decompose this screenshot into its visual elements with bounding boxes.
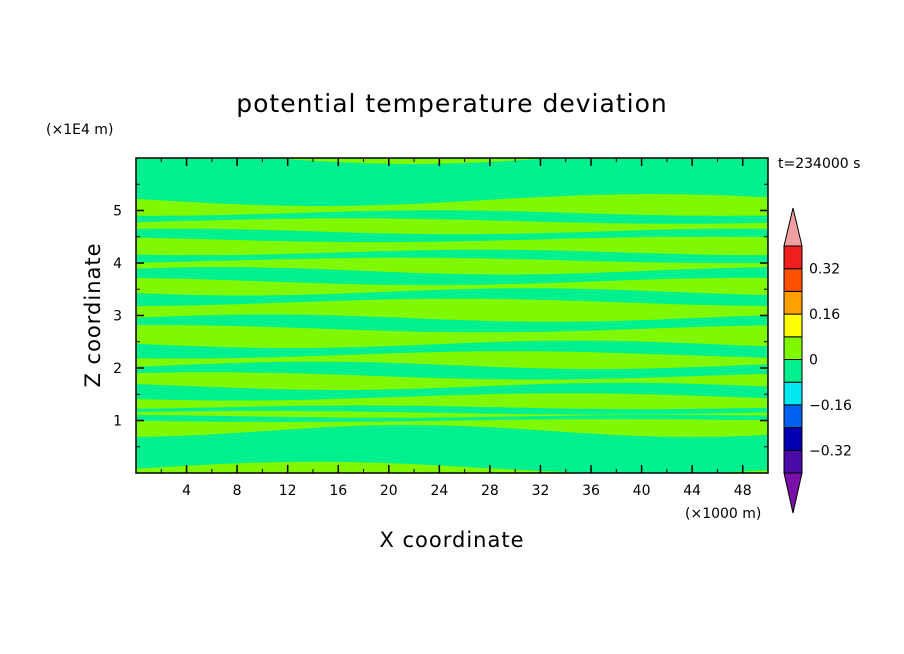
x-tick-label: 4 (182, 483, 191, 499)
field-band (136, 414, 768, 422)
x-tick-label: 12 (279, 483, 297, 499)
colorbar-segment (783, 336, 803, 360)
colorbar: 0.32 0.16 0 −0.16 −0.32 (783, 207, 852, 514)
x-unit-label: (×1000 m) (685, 506, 761, 522)
x-axis: 4 8 12 16 20 24 28 32 36 40 44 48 (160, 158, 752, 499)
colorbar-segment (783, 427, 803, 451)
time-label: t=234000 s (778, 156, 860, 172)
x-tick-label: 16 (329, 483, 347, 499)
colorbar-over-arrow (783, 207, 803, 247)
colorbar-segment (783, 404, 803, 429)
colorbar-label: 0.16 (809, 307, 840, 323)
x-tick-label: 28 (481, 483, 499, 499)
x-tick-label: 8 (233, 483, 242, 499)
field-band (136, 314, 768, 333)
field-band (136, 340, 768, 359)
colorbar-segment (783, 313, 803, 338)
colorbar-label: −0.32 (809, 443, 852, 459)
y-tick-label: 1 (113, 414, 122, 430)
field-band (136, 267, 768, 285)
field-band (136, 158, 768, 206)
x-axis-label: X coordinate (379, 528, 524, 552)
colorbar-label: 0 (809, 353, 818, 369)
y-tick-label: 5 (113, 204, 122, 220)
x-tick-label: 32 (532, 483, 550, 499)
field-band (136, 382, 768, 401)
field-area (136, 158, 768, 473)
colorbar-segment (783, 359, 803, 383)
colorbar-segment (783, 449, 803, 474)
field-band (136, 249, 768, 264)
x-tick-label: 40 (633, 483, 651, 499)
y-axis-label: Z coordinate (81, 242, 105, 387)
colorbar-label: 0.32 (809, 262, 840, 278)
colorbar-segment (783, 290, 803, 315)
x-tick-label: 36 (582, 483, 600, 499)
x-tick-label: 20 (380, 483, 398, 499)
y-tick-label: 2 (113, 361, 122, 377)
colorbar-segment (783, 268, 803, 292)
y-tick-label: 3 (113, 309, 122, 325)
field-band (136, 361, 768, 380)
x-tick-label: 48 (734, 483, 752, 499)
colorbar-segment (783, 381, 803, 406)
field-band (136, 405, 768, 415)
field-band (136, 288, 768, 306)
x-tick-label: 24 (430, 483, 448, 499)
y-tick-label: 4 (113, 256, 122, 272)
chart-title: potential temperature deviation (236, 89, 667, 118)
colorbar-segment (783, 245, 803, 270)
y-unit-label: (×1E4 m) (46, 122, 113, 138)
x-tick-label: 44 (683, 483, 701, 499)
field-band (136, 228, 768, 243)
field-band (136, 210, 768, 224)
y-axis: 1 2 3 4 5 (113, 183, 768, 448)
colorbar-label: −0.16 (809, 398, 852, 414)
field-band (136, 425, 768, 473)
colorbar-under-arrow (783, 472, 803, 514)
